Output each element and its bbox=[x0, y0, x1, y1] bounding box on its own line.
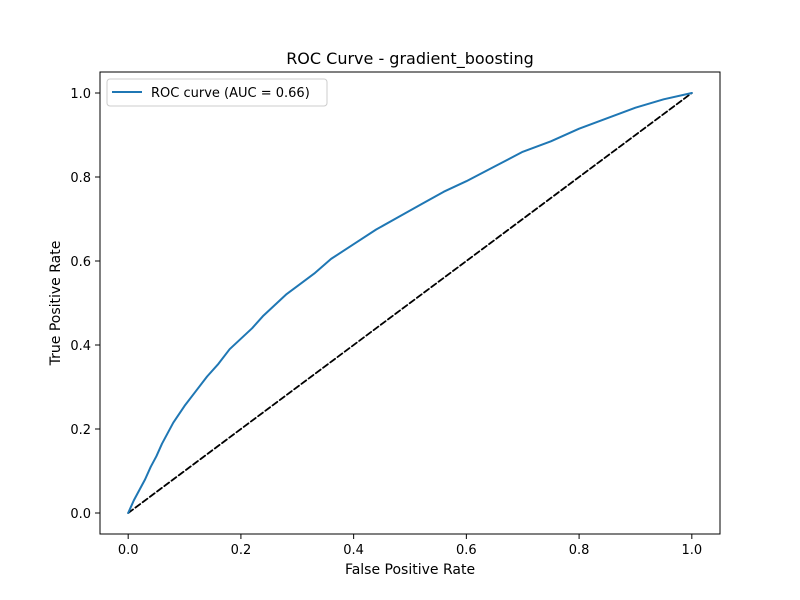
series-layer bbox=[127, 92, 693, 514]
chart-title: ROC Curve - gradient_boosting bbox=[286, 49, 534, 69]
x-tick-label: 0.4 bbox=[343, 543, 364, 558]
plot-frame bbox=[99, 71, 721, 535]
x-tick-label: 0.2 bbox=[231, 543, 252, 558]
plot-area: 0.0 0.2 0.4 0.6 0.8 1.0 0.0 0.2 0.4 0.6 0.8 1.0 bbox=[70, 71, 721, 558]
y-tick-label: 0.2 bbox=[70, 423, 91, 438]
y-tick-label: 0.0 bbox=[70, 507, 91, 522]
x-axis-ticks: 0.0 0.2 0.4 0.6 0.8 1.0 bbox=[118, 534, 702, 558]
y-axis-label: True Positive Rate bbox=[48, 241, 64, 367]
x-tick-label: 0.6 bbox=[456, 543, 477, 558]
legend-frame bbox=[106, 78, 328, 107]
y-tick-label: 1.0 bbox=[70, 87, 91, 102]
y-axis-ticks: 0.0 0.2 0.4 0.6 0.8 1.0 bbox=[70, 87, 100, 522]
y-tick-label: 0.6 bbox=[70, 255, 91, 270]
chance-diagonal-line bbox=[127, 92, 693, 514]
x-axis-label: False Positive Rate bbox=[345, 562, 475, 578]
x-tick-label: 1.0 bbox=[681, 543, 702, 558]
legend-label-roc: ROC curve (AUC = 0.66) bbox=[151, 86, 310, 101]
roc-curve-line bbox=[127, 92, 693, 514]
x-tick-label: 0.0 bbox=[118, 543, 139, 558]
legend: ROC curve (AUC = 0.66) bbox=[106, 78, 328, 107]
y-tick-label: 0.4 bbox=[70, 339, 91, 354]
x-tick-label: 0.8 bbox=[569, 543, 590, 558]
y-tick-label: 0.8 bbox=[70, 171, 91, 186]
